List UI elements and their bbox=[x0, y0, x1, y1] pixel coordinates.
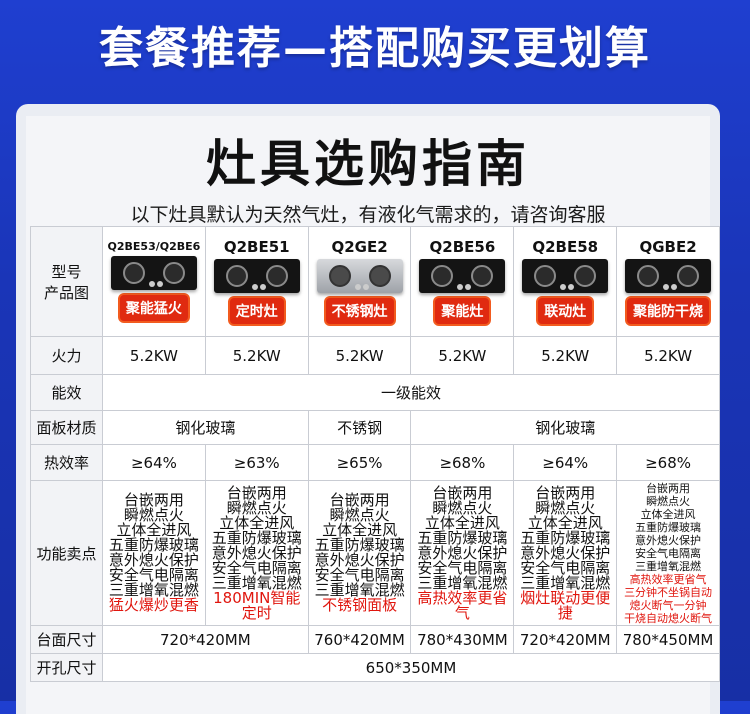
feature-highlight: 猛火爆炒更香 bbox=[108, 596, 199, 614]
efficiency-label: 能效 bbox=[30, 374, 103, 411]
stove-image bbox=[213, 258, 300, 293]
stove-image bbox=[419, 258, 506, 293]
power-value: 5.2KW bbox=[616, 336, 720, 375]
features-cell: 台嵌两用 瞬燃点火 立体全进风 五重防爆玻璃 意外熄火保护 安全气电隔离 三重增氧混燃 不锈… bbox=[307, 480, 412, 626]
model-name: Q2BE53/Q2BE6 bbox=[107, 240, 201, 253]
model-name: QGBE2 bbox=[639, 237, 697, 256]
thermal-value: ≥63% bbox=[204, 444, 309, 481]
power-value: 5.2KW bbox=[513, 336, 618, 375]
feature-highlight: 三分钟不坐锅自动 bbox=[624, 585, 713, 599]
spec-table: 型号 产品图 Q2BE53/Q2BE6 聚能猛火 Q2BE51 定时灶 Q2GE… bbox=[30, 226, 720, 682]
surface-value: 780*430MM bbox=[410, 625, 515, 654]
stove-image bbox=[625, 258, 712, 293]
features-cell: 台嵌两用 瞬燃点火 立体全进风 五重防爆玻璃 意外熄火保护 安全气电隔离 三重增氧混燃 烟灶… bbox=[513, 480, 618, 626]
model-cell[interactable]: Q2BE51 定时灶 bbox=[204, 226, 309, 337]
panel-row: 面板材质 钢化玻璃 不锈钢 钢化玻璃 bbox=[30, 410, 720, 445]
feature-highlight: 干烧自动熄火断气 bbox=[624, 611, 713, 625]
page-title: 灶具选购指南 bbox=[206, 135, 530, 193]
model-cell[interactable]: Q2BE58 联动灶 bbox=[513, 226, 618, 337]
model-label-cell: 型号 产品图 bbox=[30, 226, 103, 337]
panel-label: 面板材质 bbox=[30, 410, 103, 445]
feature-highlight: 180MIN智能定时 bbox=[213, 588, 301, 622]
power-value: 5.2KW bbox=[102, 336, 206, 375]
thermal-label: 热效率 bbox=[30, 444, 103, 481]
cutout-label: 开孔尺寸 bbox=[30, 653, 103, 682]
model-name: Q2GE2 bbox=[331, 237, 388, 256]
model-tag: 定时灶 bbox=[229, 297, 284, 324]
stove-image bbox=[110, 256, 197, 290]
efficiency-value: 一级能效 bbox=[102, 374, 720, 411]
product-image-label: 产品图 bbox=[43, 283, 89, 302]
surface-label: 台面尺寸 bbox=[30, 625, 103, 654]
features-cell: 台嵌两用 瞬燃点火 立体全进风 五重防爆玻璃 意外熄火保护 安全气电隔离 三重增氧混燃 猛火… bbox=[102, 480, 206, 626]
stove-image bbox=[522, 258, 609, 293]
power-row: 火力 5.2KW 5.2KW 5.2KW 5.2KW 5.2KW 5.2KW bbox=[30, 336, 720, 375]
panel-value: 不锈钢 bbox=[307, 410, 412, 445]
features-cell: 台嵌两用 瞬燃点火 立体全进风 五重防爆玻璃 意外熄火保护 安全气电隔离 三重增氧混燃 高热… bbox=[410, 480, 515, 626]
model-cell[interactable]: QGBE2 聚能防干烧 bbox=[616, 226, 720, 337]
features-cell: 台嵌两用 瞬燃点火 立体全进风 五重防爆玻璃 意外熄火保护 安全气电隔离 三重增氧混燃 高热… bbox=[616, 480, 720, 626]
panel-value: 钢化玻璃 bbox=[410, 410, 720, 445]
model-tag: 聚能防干烧 bbox=[627, 297, 710, 324]
model-name: Q2BE51 bbox=[223, 237, 290, 256]
feature-highlight: 烟灶联动更便捷 bbox=[520, 588, 611, 622]
model-cell[interactable]: Q2BE56 聚能灶 bbox=[410, 226, 515, 337]
thermal-value: ≥64% bbox=[513, 444, 618, 481]
features-label: 功能卖点 bbox=[30, 480, 103, 626]
power-value: 5.2KW bbox=[410, 336, 515, 375]
page-subtitle: 以下灶具默认为天然气灶，有液化气需求的，请咨询客服 bbox=[130, 204, 606, 226]
power-value: 5.2KW bbox=[307, 336, 412, 375]
model-tag: 聚能灶 bbox=[435, 297, 490, 324]
model-label: 型号 bbox=[51, 262, 82, 281]
stove-image bbox=[316, 258, 403, 293]
feature-highlight: 高热效率更省气 bbox=[417, 588, 508, 622]
thermal-value: ≥68% bbox=[616, 444, 720, 481]
feature-highlight: 熄火断气一分钟 bbox=[629, 598, 707, 612]
cutout-row: 开孔尺寸 650*350MM bbox=[30, 653, 720, 682]
thermal-row: 热效率 ≥64% ≥63% ≥65% ≥68% ≥64% ≥68% bbox=[30, 444, 720, 481]
panel-value: 钢化玻璃 bbox=[102, 410, 309, 445]
feature-highlight: 高热效率更省气 bbox=[629, 572, 707, 586]
model-tag: 不锈钢灶 bbox=[325, 297, 394, 324]
cutout-value: 650*350MM bbox=[102, 653, 720, 682]
power-label: 火力 bbox=[30, 336, 103, 375]
model-tag: 联动灶 bbox=[538, 297, 593, 324]
model-tag: 聚能猛火 bbox=[119, 295, 188, 321]
power-value: 5.2KW bbox=[204, 336, 309, 375]
surface-value: 780*450MM bbox=[616, 625, 720, 654]
thermal-value: ≥64% bbox=[102, 444, 206, 481]
model-row: 型号 产品图 Q2BE53/Q2BE6 聚能猛火 Q2BE51 定时灶 Q2GE… bbox=[30, 226, 720, 337]
surface-value: 720*420MM bbox=[513, 625, 618, 654]
features-cell: 台嵌两用 瞬燃点火 立体全进风 五重防爆玻璃 意外熄火保护 安全气电隔离 三重增氧混燃 18… bbox=[204, 480, 309, 626]
model-name: Q2BE56 bbox=[429, 237, 496, 256]
thermal-value: ≥68% bbox=[410, 444, 515, 481]
model-cell[interactable]: Q2BE53/Q2BE6 聚能猛火 bbox=[102, 226, 206, 337]
thermal-value: ≥65% bbox=[307, 444, 412, 481]
model-name: Q2BE58 bbox=[532, 237, 599, 256]
surface-row: 台面尺寸 720*420MM 760*420MM 780*430MM 720*4… bbox=[30, 625, 720, 654]
promo-banner: 套餐推荐—搭配购买更划算 bbox=[99, 23, 651, 74]
efficiency-row: 能效 一级能效 bbox=[30, 374, 720, 411]
features-row: 功能卖点 台嵌两用 瞬燃点火 立体全进风 五重防爆玻璃 意外熄火保护 安全气电隔离 三重增氧… bbox=[30, 480, 720, 626]
model-cell[interactable]: Q2GE2 不锈钢灶 bbox=[307, 226, 412, 337]
surface-value: 760*420MM bbox=[307, 625, 412, 654]
surface-value: 720*420MM bbox=[102, 625, 309, 654]
feature-highlight: 不锈钢面板 bbox=[322, 596, 398, 614]
